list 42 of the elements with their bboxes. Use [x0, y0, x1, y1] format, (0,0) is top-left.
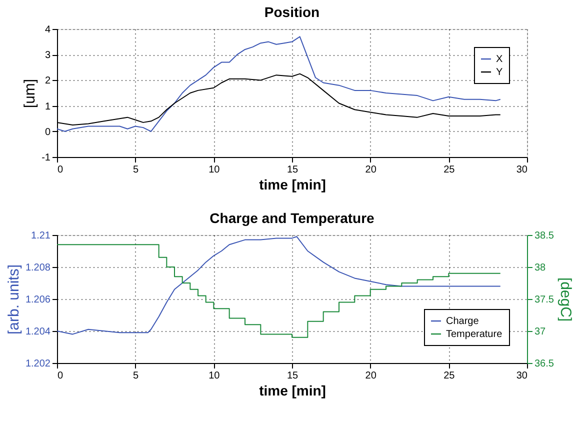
- y2-tick-label: 37.5: [534, 294, 554, 306]
- y-tick-label: -1: [42, 152, 51, 164]
- x-tick-label: 30: [516, 370, 528, 382]
- x-axis-title: time [min]: [259, 382, 326, 398]
- y-tick-label: 1.204: [25, 326, 51, 338]
- x-tick-label: 20: [365, 370, 377, 382]
- y-tick-label: 3: [44, 50, 51, 62]
- line-series: [57, 36, 501, 132]
- y-tick-label: 1.206: [25, 294, 51, 306]
- y2-tick-label: 36.5: [534, 358, 554, 370]
- x-axis-title: time [min]: [259, 176, 326, 192]
- y-tick-label: 1.21: [31, 230, 51, 242]
- y-tick-label: 1.208: [25, 262, 51, 274]
- legend-label: Y: [496, 67, 503, 78]
- y2-tick-label: 38.5: [534, 230, 554, 242]
- legend-label: Temperature: [446, 329, 503, 340]
- y-tick-label: 4: [44, 24, 51, 36]
- x-tick-label: 30: [516, 164, 528, 176]
- y-tick-label: 1: [44, 101, 51, 112]
- x-tick-label: 10: [208, 164, 220, 176]
- x-tick-label: 0: [58, 164, 64, 176]
- y2-axis-title: [degC]: [556, 277, 574, 322]
- legend-label: Charge: [446, 316, 480, 327]
- x-tick-label: 10: [208, 370, 220, 382]
- legend-label: X: [496, 54, 503, 65]
- y-axis-title: [um]: [22, 78, 39, 108]
- x-tick-label: 20: [365, 164, 377, 176]
- x-tick-label: 0: [58, 370, 64, 382]
- x-tick-label: 25: [444, 164, 456, 176]
- x-tick-label: 5: [133, 164, 140, 176]
- chart-title: Charge and Temperature: [210, 210, 375, 226]
- y2-tick-label: 38: [534, 262, 546, 274]
- chart-title: Position: [264, 4, 320, 20]
- y-tick-label: 1.202: [25, 358, 51, 370]
- x-tick-label: 15: [286, 164, 298, 176]
- y-tick-label: 0: [44, 126, 51, 138]
- x-tick-label: 5: [133, 370, 140, 382]
- y-axis-title: [arb. units]: [5, 264, 22, 335]
- y2-tick-label: 37: [534, 326, 546, 338]
- x-tick-label: 25: [444, 370, 456, 382]
- y-tick-label: 2: [44, 76, 51, 87]
- x-tick-label: 15: [286, 370, 298, 382]
